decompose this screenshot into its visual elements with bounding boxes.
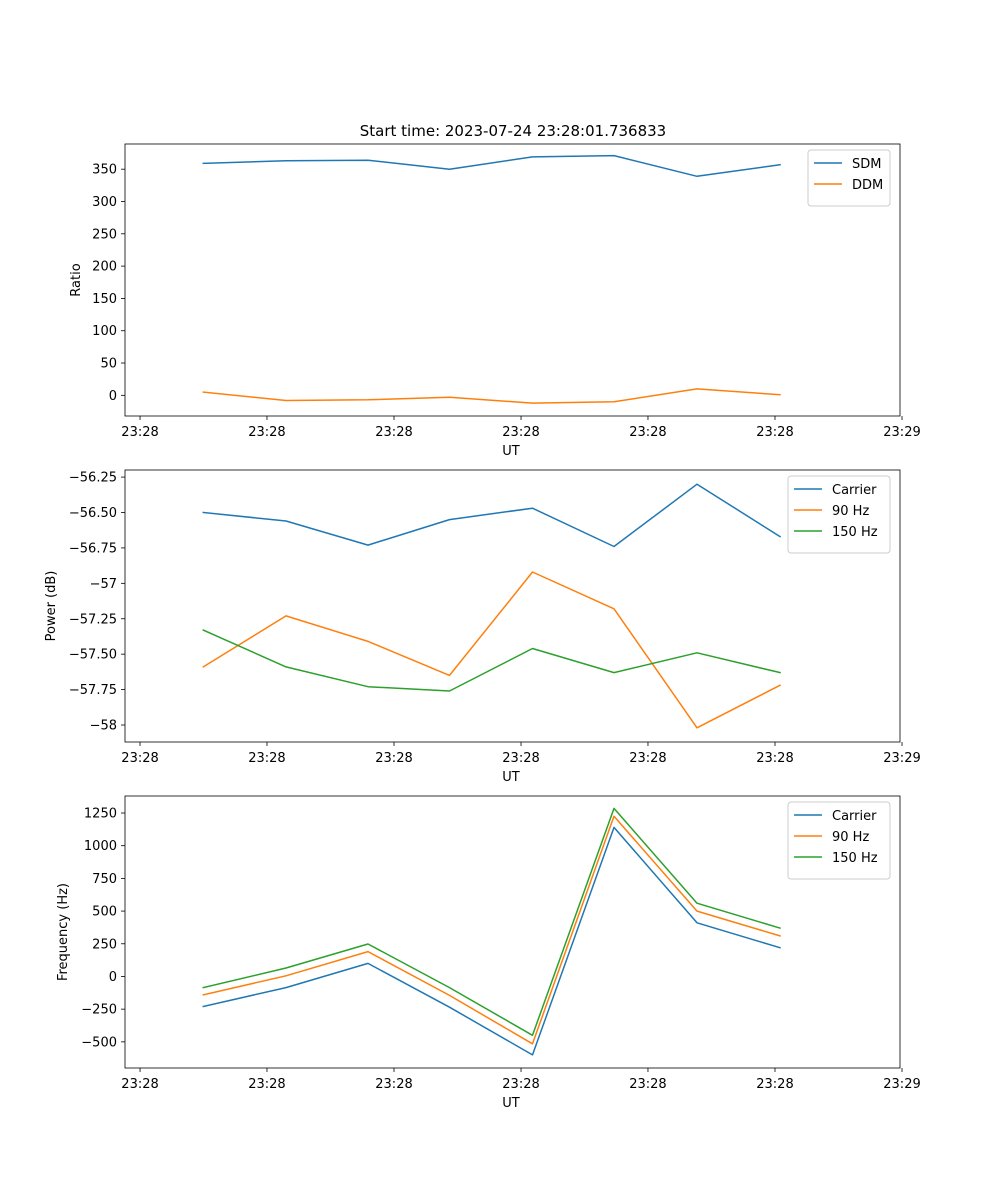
series-line-150-hz (202, 807, 781, 1037)
x-axis-label: UT (502, 444, 520, 459)
chart-panel-3: 23:28 23:28 23:28 23:28 23:28 23:28 23:29 −500 −… (56, 795, 921, 1111)
x-tick-label: 23:28 (629, 751, 666, 766)
legend-box (807, 149, 891, 207)
y-tick-label: −58 (90, 719, 117, 734)
legend-entry: 150 Hz (832, 851, 878, 866)
x-tick-label: 23:28 (121, 751, 158, 766)
y-tick-label: 300 (92, 195, 117, 210)
chart-panel-2: 23:28 23:28 23:28 23:28 23:28 23:28 23:29 −58 −5… (44, 469, 921, 785)
y-tick-label: −57.75 (69, 683, 117, 698)
legend-entry: Carrier (832, 809, 877, 824)
chart-panel-1: 23:28 23:28 23:28 23:28 23:28 23:28 23:29 0 50 10… (69, 143, 921, 459)
x-tick-label: 23:28 (756, 751, 793, 766)
x-tick-label: 23:28 (756, 1077, 793, 1092)
y-axis-label: Power (dB) (44, 571, 59, 642)
x-axis-label: UT (502, 770, 520, 785)
legend-entry: SDM (852, 157, 881, 172)
y-tick-label: 0 (109, 389, 117, 404)
series-line-90-hz (202, 571, 782, 729)
legend: Carrier 90 Hz 150 Hz (787, 475, 891, 554)
legend-box (787, 475, 891, 554)
y-tick-label: 0 (109, 970, 117, 985)
x-tick-label: 23:28 (375, 751, 412, 766)
x-tick-label: 23:28 (502, 1077, 539, 1092)
y-tick-label: −250 (81, 1003, 117, 1018)
axes-frame (124, 469, 901, 743)
series-line-90-hz (202, 815, 781, 1045)
x-tick-label: 23:28 (375, 425, 412, 440)
legend-box (787, 801, 891, 880)
legend-entry: 150 Hz (832, 525, 878, 540)
legend-entry: 90 Hz (832, 830, 869, 845)
series-line-150-hz (202, 629, 781, 692)
legend-entry: DDM (852, 178, 883, 193)
y-axis-label: Ratio (69, 263, 84, 296)
y-tick-label: 100 (92, 324, 117, 339)
y-tick-label: −56.75 (69, 541, 117, 556)
y-tick-label: 200 (92, 260, 117, 275)
x-tick-label: 23:29 (883, 1077, 920, 1092)
y-tick-label: −56.50 (69, 506, 117, 521)
y-tick-label: 150 (92, 292, 117, 307)
y-tick-label: 350 (92, 163, 117, 178)
legend: SDM DDM (807, 149, 891, 207)
x-tick-label: 23:28 (375, 1077, 412, 1092)
series-line-ddm (202, 388, 781, 404)
x-tick-label: 23:28 (248, 425, 285, 440)
x-tick-label: 23:28 (502, 425, 539, 440)
legend: Carrier 90 Hz 150 Hz (787, 801, 891, 880)
x-tick-label: 23:29 (883, 425, 920, 440)
y-tick-label: −57 (90, 577, 117, 592)
axes-frame (124, 143, 901, 417)
x-tick-label: 23:28 (121, 425, 158, 440)
x-tick-label: 23:28 (121, 1077, 158, 1092)
axes-frame (124, 795, 901, 1069)
x-tick-label: 23:28 (629, 1077, 666, 1092)
y-tick-label: 750 (92, 872, 117, 887)
series-line-carrier (202, 483, 782, 548)
y-tick-label: −500 (81, 1035, 117, 1050)
y-tick-label: −56.25 (69, 471, 117, 486)
y-tick-label: −57.50 (69, 648, 117, 663)
x-tick-label: 23:28 (248, 1077, 285, 1092)
x-tick-label: 23:28 (629, 425, 666, 440)
legend-entry: 90 Hz (832, 504, 869, 519)
x-axis-label: UT (502, 1096, 520, 1111)
y-tick-label: 250 (92, 227, 117, 242)
y-axis-label: Frequency (Hz) (56, 883, 71, 981)
x-tick-label: 23:28 (248, 751, 285, 766)
y-tick-label: 500 (92, 905, 117, 920)
series-line-carrier (202, 826, 781, 1056)
series-line-sdm (202, 154, 781, 178)
legend-entry: Carrier (832, 483, 877, 498)
y-tick-label: 250 (92, 937, 117, 952)
y-tick-label: 50 (100, 357, 117, 372)
figure-title: Start time: 2023-07-24 23:28:01.736833 (360, 122, 666, 140)
y-tick-label: 1000 (84, 839, 117, 854)
y-tick-label: −57.25 (69, 612, 117, 627)
y-tick-label: 1250 (84, 807, 117, 822)
x-tick-label: 23:28 (756, 425, 793, 440)
x-tick-label: 23:28 (502, 751, 539, 766)
x-tick-label: 23:29 (883, 751, 920, 766)
